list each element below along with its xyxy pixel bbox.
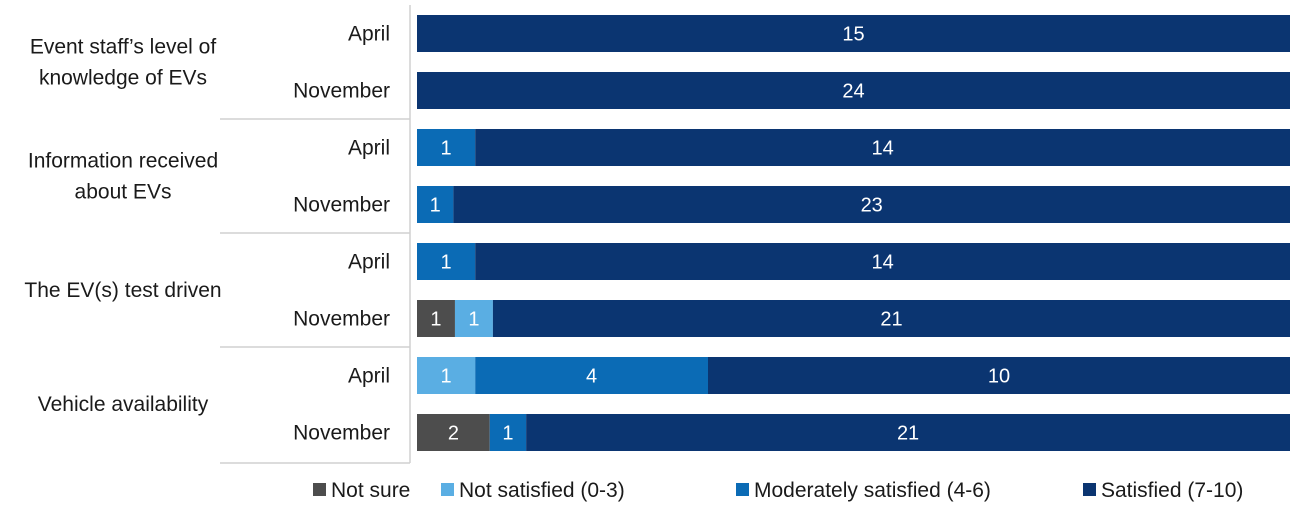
bar-segment	[417, 414, 490, 451]
subgroup-label: November	[293, 80, 390, 103]
category-label: The EV(s) test driven	[24, 279, 221, 302]
category-labels: Event staff’s level of knowledge of EVs In…	[24, 36, 221, 417]
bar-value-label: 14	[871, 252, 893, 274]
bar-segment	[475, 243, 1290, 280]
bar-value-label: 21	[880, 309, 902, 331]
bar-segment	[454, 300, 493, 337]
bar-value-label: 1	[441, 138, 452, 160]
subgroup-label: April	[348, 251, 390, 274]
bar-segment	[417, 72, 1290, 109]
bar-value-label: 14	[871, 138, 893, 160]
bar-value-label: 1	[430, 195, 441, 217]
bar-segment	[708, 357, 1290, 394]
bar-value-label: 4	[586, 366, 597, 388]
bar-value-label: 10	[988, 366, 1010, 388]
bar-segment	[417, 15, 1290, 52]
subgroup-label: November	[293, 422, 390, 445]
bar-value-label: 24	[842, 81, 864, 103]
subgroup-labels: April November April November April November A…	[293, 23, 390, 445]
category-label: Event staff’s level of	[30, 36, 217, 59]
legend: Not sure Not satisfied (0-3) Moderately sa…	[313, 479, 1243, 502]
subgroup-label: April	[348, 137, 390, 160]
legend-swatch	[441, 483, 454, 496]
legend-label: Moderately satisfied (4-6)	[754, 479, 991, 502]
bar-value-label: 2	[448, 423, 459, 445]
legend-label: Not satisfied (0-3)	[459, 479, 625, 502]
legend-label: Not sure	[331, 479, 410, 502]
bar-segment	[417, 243, 476, 280]
bar-segment	[475, 357, 708, 394]
category-label: Information received	[28, 150, 218, 173]
axis-layer	[220, 5, 411, 464]
legend-swatch	[736, 483, 749, 496]
bar-segment	[417, 357, 476, 394]
bar-segment	[489, 414, 527, 451]
legend-label: Satisfied (7-10)	[1101, 479, 1243, 502]
bar-value-label: 23	[861, 195, 883, 217]
category-label: knowledge of EVs	[39, 67, 207, 90]
bar-value-label: 1	[468, 309, 479, 331]
legend-swatch	[313, 483, 326, 496]
bar-segment	[526, 414, 1290, 451]
bar-value-label: 1	[502, 423, 513, 445]
bar-segment	[492, 300, 1290, 337]
bar-value-label: 1	[441, 366, 452, 388]
legend-swatch	[1083, 483, 1096, 496]
bar-segment	[475, 129, 1290, 166]
subgroup-label: April	[348, 23, 390, 46]
category-label: Vehicle availability	[38, 393, 209, 416]
bar-value-label: 1	[441, 252, 452, 274]
bar-segment	[417, 129, 476, 166]
subgroup-label: November	[293, 194, 390, 217]
bar-segment	[417, 186, 454, 223]
bar-segment	[453, 186, 1290, 223]
bar-value-label: 21	[897, 423, 919, 445]
bar-value-label: 15	[842, 24, 864, 46]
bar-segment	[417, 300, 455, 337]
bar-value-label: 1	[430, 309, 441, 331]
category-label: about EVs	[75, 181, 172, 204]
subgroup-label: November	[293, 308, 390, 331]
subgroup-label: April	[348, 365, 390, 388]
